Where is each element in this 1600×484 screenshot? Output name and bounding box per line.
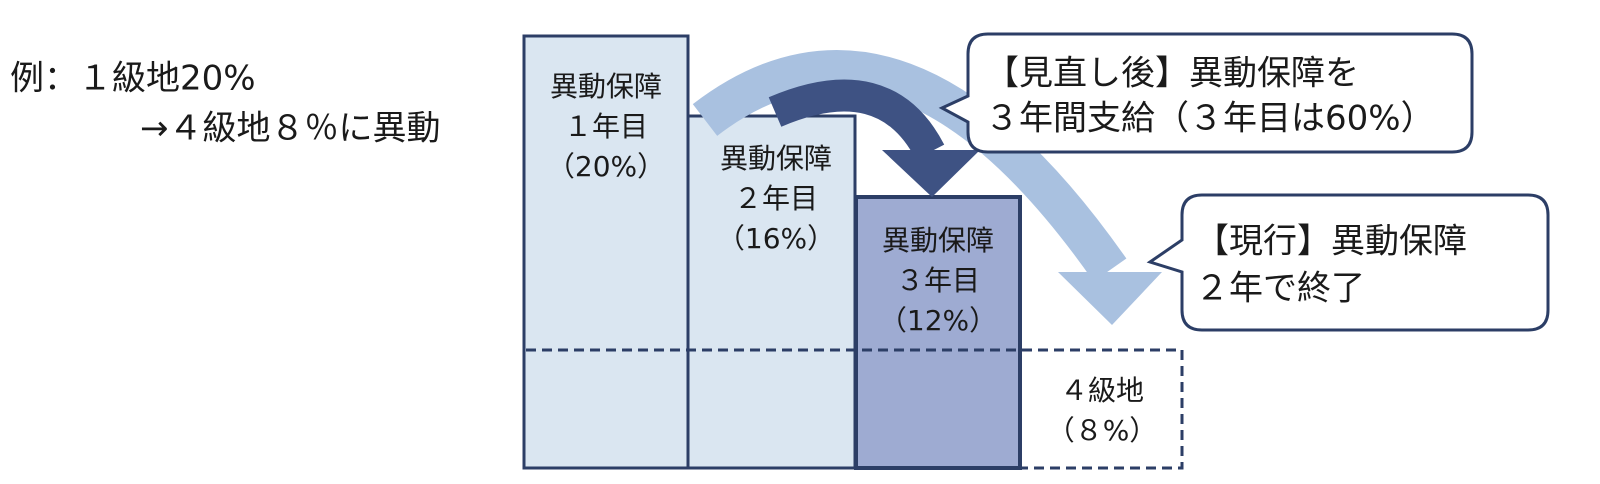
bar-rate: （20%） <box>547 150 665 183</box>
callout-text: 【現行】異動保障 <box>1195 222 1467 262</box>
bar-year1 <box>522 34 690 470</box>
bar-label: 異動保障 <box>550 70 662 103</box>
bar-year2 <box>686 114 857 470</box>
bar-year3 <box>854 195 1022 470</box>
example-line: 例：１級地20% <box>10 59 256 99</box>
revised-arrow-head <box>882 150 980 197</box>
bar-year: ３年目 <box>896 264 980 297</box>
destination-rate: （８%） <box>1047 414 1158 447</box>
bar-rate: （12%） <box>879 304 997 337</box>
bar-label: 異動保障 <box>720 142 832 175</box>
current-arrow-head <box>1058 272 1162 325</box>
bar-year: １年目 <box>564 110 648 143</box>
bar-year: ２年目 <box>734 182 818 215</box>
revised-arrow <box>768 79 945 160</box>
destination-label: ４級地 <box>1060 374 1144 407</box>
bar-label: 異動保障 <box>882 224 994 257</box>
callout-current <box>1146 193 1550 332</box>
example-line: →４級地８％に異動 <box>140 109 441 149</box>
callout-text: ３年間支給（３年目は60%） <box>985 99 1435 139</box>
bar-rate: （16%） <box>717 222 835 255</box>
callout-text: ２年で終了 <box>1195 269 1365 309</box>
callout-text: 【見直し後】異動保障を <box>985 54 1359 94</box>
callout-revised <box>938 32 1474 154</box>
current-arrow <box>692 50 1127 282</box>
